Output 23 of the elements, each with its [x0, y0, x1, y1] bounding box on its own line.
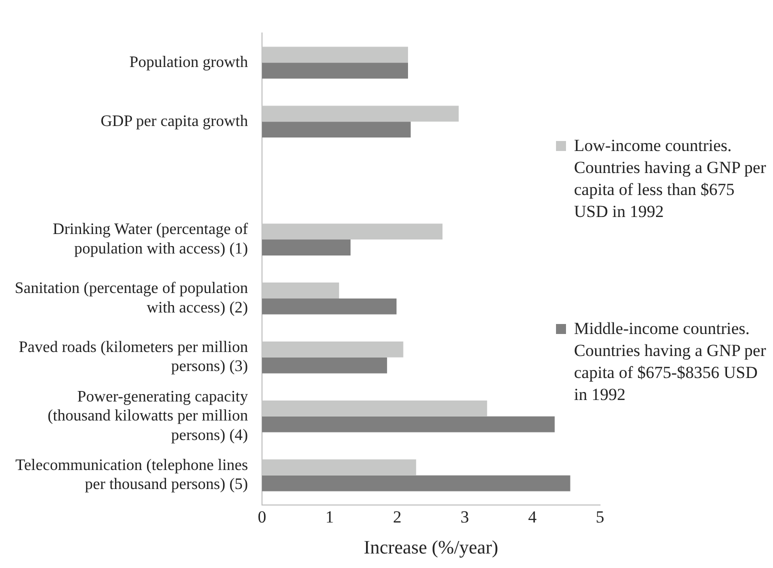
x-tick-label: 5 [596, 507, 604, 526]
bar [262, 416, 555, 432]
y-tick-label: Telecommunication (telephone lines per thousand persons) (5) [15, 456, 248, 494]
x-tick-label: 2 [392, 507, 402, 526]
x-tick-label: 0 [258, 507, 266, 526]
y-tick-label: Drinking Water (percentage of population with access) (1) [52, 221, 249, 258]
y-tick-label: GDP per capita growth [100, 112, 248, 130]
y-tick-label: Paved roads (kilometers per million persons) (3) [18, 339, 248, 376]
y-tick-label: Sanitation (percentage of population with access) (2) [14, 280, 248, 316]
x-tick-label: 3 [460, 507, 470, 526]
y-tick-label: Population growth [129, 54, 248, 71]
bar [262, 475, 570, 492]
bar [262, 240, 351, 256]
legend-label: Low-income countries. Countries having a GNP per capita of less than $675 USD in 1992 [574, 135, 768, 223]
bar [262, 298, 397, 314]
legend-label: Middle-income countries. Countries having a GNP per capita of $675-$8356 USD in 1992 [574, 318, 768, 406]
y-tick-label: Power-generating capacity (thousand kilowatts per million persons) (4) [48, 388, 248, 444]
x-tick-label: 1 [325, 507, 334, 526]
x-tick-label: 4 [528, 507, 538, 526]
bar [262, 357, 388, 374]
bar [262, 62, 408, 79]
x-axis-title: Increase (%/year) [364, 538, 498, 559]
bar [262, 122, 411, 138]
